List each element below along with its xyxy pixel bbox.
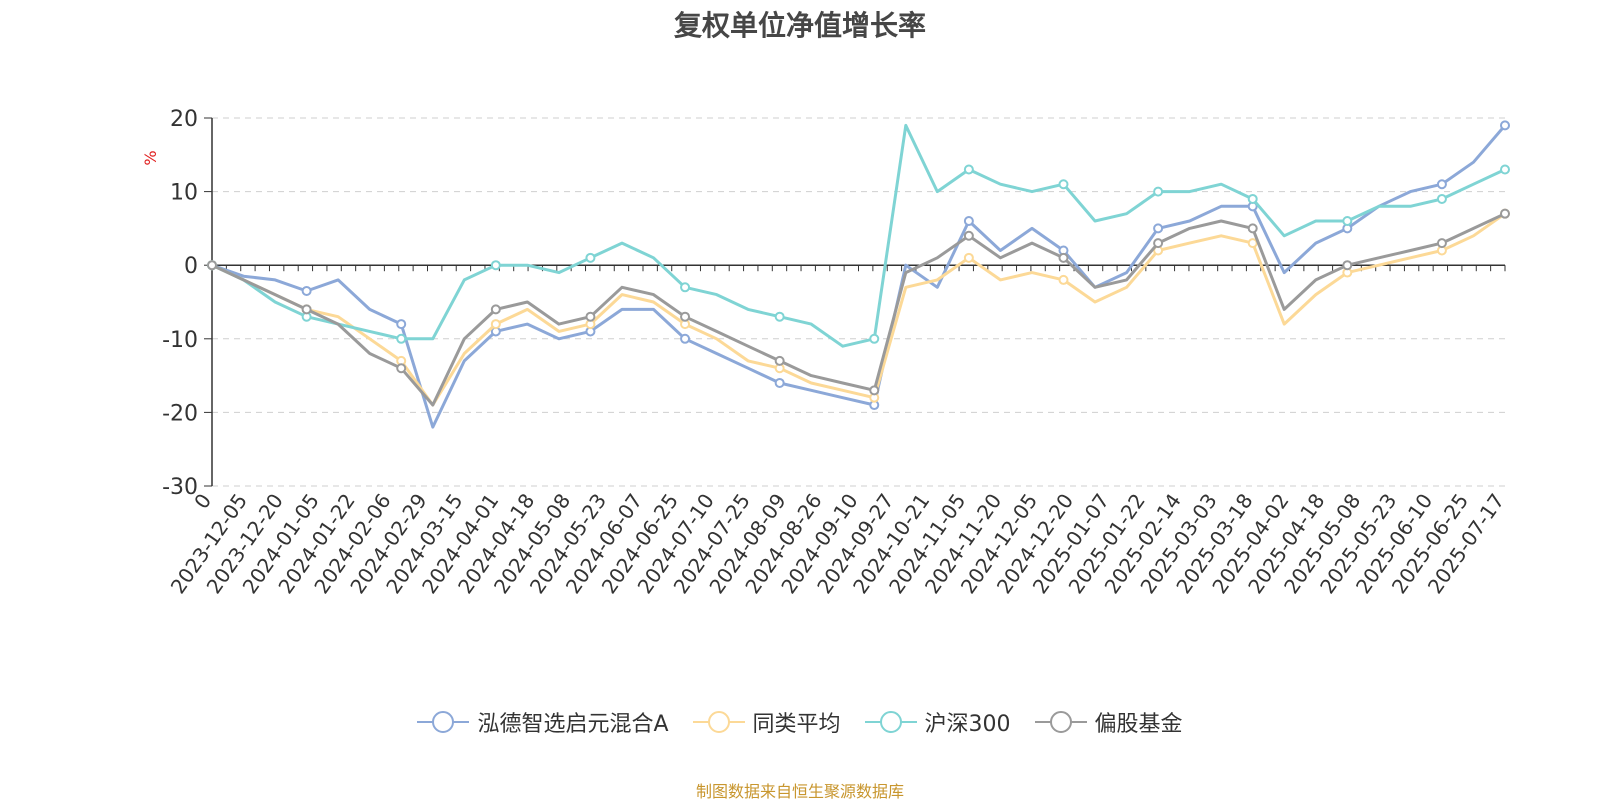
series-point-0	[963, 216, 974, 227]
series-point-2	[869, 333, 880, 344]
series-point-2	[1247, 193, 1258, 204]
series-point-2	[490, 260, 501, 271]
series-point-1	[490, 319, 501, 330]
series-point-3	[207, 260, 217, 271]
legend-swatch-marker	[879, 711, 902, 733]
series-point-2	[1058, 179, 1069, 190]
series-point-2	[1342, 216, 1353, 227]
series-point-0	[1436, 179, 1447, 190]
legend-label: 泓德智选启元混合A	[477, 712, 669, 737]
legend-swatch-icon	[692, 711, 745, 733]
series-point-3	[1436, 238, 1447, 249]
series-point-2	[1436, 193, 1447, 204]
y-tick-label: -20	[162, 401, 198, 426]
series-point-3	[585, 311, 596, 322]
series-point-0	[301, 285, 312, 296]
legend-swatch-icon	[417, 711, 470, 733]
y-tick-label: 20	[170, 107, 198, 132]
series-point-0	[1500, 120, 1510, 131]
chart-plot: 20100-10-20-30%02023-12-052023-12-202024…	[141, 107, 1510, 598]
y-tick-label: 0	[184, 254, 198, 279]
series-point-2	[585, 252, 596, 263]
series-point-3	[774, 355, 785, 366]
series-point-2	[1153, 186, 1164, 197]
series-point-0	[680, 333, 691, 344]
y-tick-label: -30	[162, 475, 198, 500]
series-line-0	[211, 124, 1507, 429]
legend-swatch-icon	[864, 711, 917, 733]
y-tick-label: -10	[162, 328, 198, 353]
legend-item[interactable]: 偏股基金	[1034, 706, 1183, 738]
axes	[204, 117, 1506, 487]
series-point-3	[1058, 252, 1069, 263]
legend-label: 同类平均	[752, 712, 841, 737]
series-point-3	[490, 304, 501, 315]
series-point-2	[774, 311, 785, 322]
legend-swatch-icon	[1034, 711, 1087, 733]
y-axis-label: %	[141, 150, 160, 165]
series-point-3	[1342, 260, 1353, 271]
series-point-2	[1500, 164, 1510, 175]
series-point-3	[1500, 208, 1510, 219]
legend-item[interactable]: 同类平均	[692, 706, 841, 738]
legend-swatch-marker	[1049, 711, 1072, 733]
series-point-3	[301, 304, 312, 315]
series-point-3	[1153, 238, 1164, 249]
series-point-0	[774, 377, 785, 388]
series-point-3	[869, 385, 880, 396]
legend-swatch-marker	[432, 711, 455, 733]
series-point-2	[680, 282, 691, 293]
series-line-1	[211, 212, 1506, 407]
series-point-3	[963, 230, 974, 241]
series-point-3	[396, 363, 407, 374]
series-point-1	[1247, 238, 1258, 249]
series-point-2	[963, 164, 974, 175]
grid-lines	[212, 117, 1505, 487]
series-point-0	[396, 319, 407, 330]
series-point-0	[1153, 223, 1164, 234]
x-tick-label: 0	[189, 489, 216, 513]
series-point-3	[680, 311, 691, 322]
legend-label: 沪深300	[924, 712, 1011, 737]
legend-item[interactable]: 沪深300	[864, 706, 1011, 738]
series-point-3	[1247, 223, 1258, 234]
legend-item[interactable]: 泓德智选启元混合A	[417, 706, 669, 738]
chart-title: 复权单位净值增长率	[673, 9, 926, 42]
source-note: 制图数据来自恒生聚源数据库	[695, 782, 904, 801]
series-lines	[207, 120, 1510, 429]
series-point-1	[963, 252, 974, 263]
tick-labels: 20100-10-20-30%02023-12-052023-12-202024…	[141, 107, 1509, 598]
series-line-2	[211, 123, 1506, 348]
legend: 泓德智选启元混合A 同类平均 沪深300 偏股基金	[0, 706, 1600, 738]
series-point-2	[396, 333, 407, 344]
series-point-1	[1058, 274, 1069, 285]
legend-label: 偏股基金	[1094, 712, 1183, 737]
series-line-3	[211, 212, 1506, 407]
legend-swatch-marker	[707, 711, 730, 733]
y-tick-label: 10	[170, 181, 198, 206]
